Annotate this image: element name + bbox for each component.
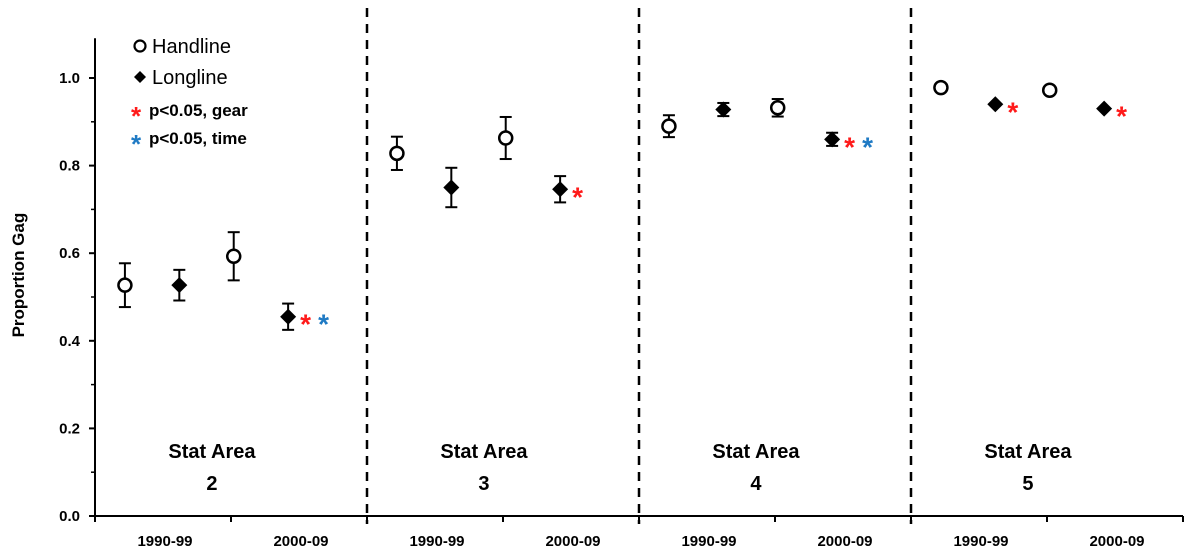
handline-point bbox=[661, 118, 677, 134]
stat-area-number: 3 bbox=[478, 473, 489, 495]
axes: 0.0 0.2 0.4 0.6 0.8 1.0 Proportion Gag 1990-99 2… bbox=[9, 38, 1184, 550]
handline-point bbox=[1041, 82, 1058, 99]
gear-significance-star: * bbox=[1116, 101, 1127, 132]
handline-point bbox=[769, 100, 786, 116]
gear-significance-star: * bbox=[1007, 96, 1018, 127]
legend-handline-label: Handline bbox=[152, 36, 231, 58]
gear-significance-star: * bbox=[300, 309, 311, 340]
handline-point bbox=[117, 277, 133, 293]
y-tick-label: 0.0 bbox=[59, 508, 80, 525]
x-tick-label: 2000-09 bbox=[1089, 533, 1144, 550]
y-tick-label: 0.8 bbox=[59, 158, 80, 175]
legend-time-label: p<0.05, time bbox=[149, 129, 247, 148]
legend-time-star: * bbox=[131, 129, 142, 159]
legend-longline-label: Longline bbox=[152, 67, 228, 89]
y-axis-label: Proportion Gag bbox=[9, 213, 28, 338]
x-tick-label: 2000-09 bbox=[545, 533, 600, 550]
stat-area-label: Stat Area bbox=[712, 441, 800, 463]
longline-point bbox=[280, 308, 297, 325]
time-significance-star: * bbox=[318, 309, 329, 340]
legend: Handline Longline * p<0.05, gear * p<0.0… bbox=[131, 36, 248, 159]
longline-point bbox=[1096, 100, 1113, 117]
legend-gear-label: p<0.05, gear bbox=[149, 101, 248, 120]
stat-area-label: Stat Area bbox=[984, 441, 1072, 463]
x-tick-label: 2000-09 bbox=[817, 533, 872, 550]
time-significance-star: * bbox=[862, 131, 873, 162]
x-tick-label: 1990-99 bbox=[681, 533, 736, 550]
data-marks: * *** ** * bbox=[117, 79, 1127, 340]
legend-longline-marker bbox=[134, 71, 146, 83]
legend-handline-marker bbox=[133, 39, 147, 53]
legend-gear-star: * bbox=[131, 101, 142, 131]
x-tick-label: 1990-99 bbox=[137, 533, 192, 550]
longline-point bbox=[987, 96, 1004, 113]
stat-area-number: 5 bbox=[1022, 473, 1033, 495]
panel-labels: Stat Area 2 Stat Area 3 Stat Area 4 Stat Area 5 bbox=[168, 441, 1072, 495]
y-tick-label: 1.0 bbox=[59, 70, 80, 87]
stat-area-label: Stat Area bbox=[168, 441, 256, 463]
handline-point bbox=[933, 79, 949, 96]
y-tick-label: 0.2 bbox=[59, 420, 80, 437]
y-tick-label: 0.4 bbox=[59, 333, 81, 350]
stat-area-number: 2 bbox=[206, 473, 217, 495]
x-tick-label: 1990-99 bbox=[953, 533, 1008, 550]
handline-point bbox=[225, 248, 242, 265]
handline-point bbox=[389, 145, 405, 162]
handline-point bbox=[497, 130, 514, 146]
longline-point bbox=[715, 101, 732, 118]
longline-point bbox=[552, 181, 569, 198]
gear-significance-star: * bbox=[844, 131, 855, 162]
stat-area-label: Stat Area bbox=[440, 441, 528, 463]
longline-point bbox=[443, 179, 460, 196]
x-tick-label: 1990-99 bbox=[409, 533, 464, 550]
y-tick-label: 0.6 bbox=[59, 245, 80, 262]
longline-point bbox=[824, 131, 841, 148]
gear-significance-star: * bbox=[572, 181, 583, 212]
x-tick-label: 2000-09 bbox=[273, 533, 328, 550]
longline-point bbox=[171, 277, 188, 294]
stat-area-number: 4 bbox=[750, 473, 762, 495]
panel-dividers bbox=[365, 8, 913, 524]
